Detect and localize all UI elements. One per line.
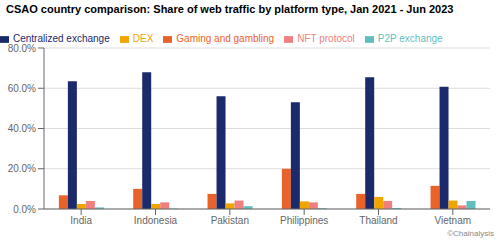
html-text:P2P exchange: P2P exchange bbox=[377, 33, 443, 44]
svg-text:Vietnam: Vietnam bbox=[435, 215, 472, 226]
svg-text:0.0%: 0.0% bbox=[13, 204, 36, 215]
html-text:Gaming and gambling: Gaming and gambling bbox=[176, 33, 275, 44]
svg-text:80.0%: 80.0% bbox=[8, 43, 36, 54]
svg-text:Pakistan: Pakistan bbox=[211, 215, 249, 226]
svg-text:Indonesia: Indonesia bbox=[134, 215, 178, 226]
html-text:Centralized exchange: Centralized exchange bbox=[13, 33, 110, 44]
html-text:NFT protocol: NFT protocol bbox=[297, 33, 355, 44]
svg-text:60.0%: 60.0% bbox=[8, 83, 36, 94]
html-text:©Chainalysis: ©Chainalysis bbox=[447, 229, 494, 238]
svg-text:India: India bbox=[70, 215, 92, 226]
svg-text:40.0%: 40.0% bbox=[8, 123, 36, 134]
svg-text:Philippines: Philippines bbox=[280, 215, 328, 226]
html-text:DEX: DEX bbox=[132, 33, 154, 44]
svg-text:Thailand: Thailand bbox=[359, 215, 397, 226]
svg-text:20.0%: 20.0% bbox=[8, 163, 36, 174]
html-text:CSAO country comparison: Share: CSAO country comparison: Share of web tr… bbox=[6, 3, 454, 15]
